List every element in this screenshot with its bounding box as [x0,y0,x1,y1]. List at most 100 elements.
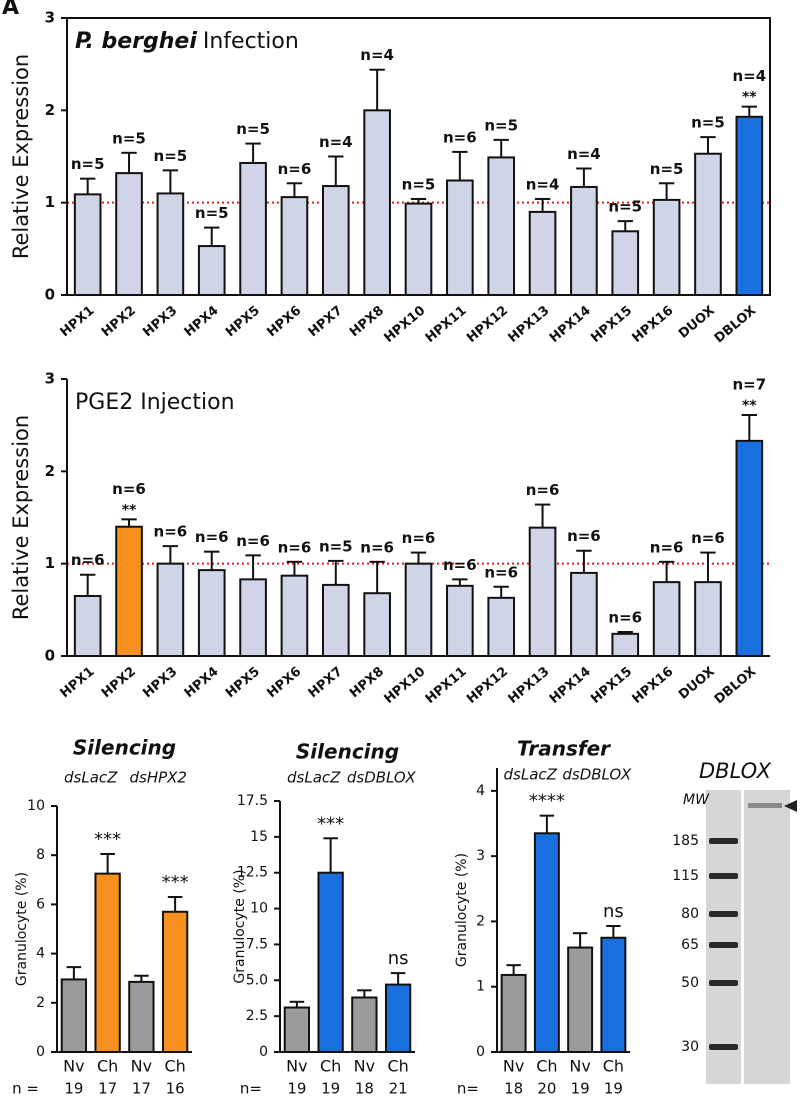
n-count: 19 [571,1080,590,1098]
y-tick-label: 0 [45,286,55,304]
x-tick-label: Nv [503,1057,524,1076]
group-label: dsLacZ [64,769,118,787]
n-count: 17 [98,1080,117,1098]
x-tick-label: Ch [320,1057,341,1076]
y-tick-label: 3 [45,370,55,388]
n-count: 21 [389,1080,408,1098]
x-tick-label: HPX4 [182,664,222,701]
x-tick-label: HPX1 [58,303,98,340]
bar [652,198,681,296]
n-label: n=5 [112,129,146,147]
bar [73,594,102,658]
y-tick-label: 12.5 [237,865,268,881]
group-label: dsDBLOX [347,769,416,787]
n-label: n=6 [526,481,560,499]
x-tick-label: HPX15 [588,664,635,707]
bar [197,245,226,297]
y-tick-label: 6 [36,896,45,912]
ladder-band [709,873,738,879]
significance: *** [162,872,189,893]
n-label: n=6 [402,529,436,547]
x-tick-label: HPX6 [264,664,304,701]
y-tick-label: 2.5 [246,1008,268,1024]
n-row-label: n = [12,1080,39,1098]
y-tick-label: 4 [36,946,45,962]
n-label: n=4 [567,145,601,163]
bar [73,193,102,297]
blot-arrow [784,800,797,812]
x-tick-label: HPX7 [306,303,346,340]
n-label: n=6 [154,523,188,541]
n-label: n=6 [278,160,312,178]
bar [446,584,474,657]
significance: ** [742,90,757,106]
y-tick-label: 0 [45,647,55,665]
x-tick-label: HPX14 [547,664,594,707]
x-tick-label: HPX3 [140,303,180,340]
ladder-label: 50 [681,975,699,991]
bar [60,978,88,1053]
x-tick-label: Nv [286,1057,307,1076]
significance: *** [317,813,344,834]
bar [321,583,350,657]
n-label: n=6 [567,527,601,545]
chart-title-text: PGE2 Injection [75,390,235,415]
x-tick-label: HPX14 [547,303,594,346]
x-tick-label: HPX12 [464,303,511,346]
ladder-label: 65 [681,937,699,953]
blot-title: DBLOX [699,759,772,783]
y-axis-label: Granulocyte (%) [14,872,30,986]
ladder-band [709,980,738,986]
n-count: 20 [537,1080,556,1098]
n-label: n=5 [154,147,188,165]
y-tick-label: 10 [27,798,45,814]
bar [280,574,309,657]
bar [735,115,764,297]
n-label: n=4 [360,46,394,64]
y-tick-label: 7.5 [246,936,268,952]
n-label: n=5 [608,198,642,216]
bar [156,192,185,296]
x-tick-label: HPX13 [506,664,553,707]
bar [115,525,143,657]
chart-title: PGE2 Injection [75,390,235,415]
x-tick-label: HPX10 [382,664,429,707]
y-axis-label: Relative Expression [9,54,33,259]
bar [533,832,560,1053]
y-tick-label: 3 [45,9,55,27]
group-label: dsLacZ [504,766,558,784]
bar [197,569,226,658]
n-count: 19 [604,1080,623,1098]
bar [487,156,516,296]
y-tick-label: 1 [476,979,485,995]
x-tick-label: HPX5 [223,664,263,701]
y-tick-label: 17.5 [237,793,268,809]
x-tick-label: HPX2 [99,303,139,340]
x-tick-label: DBLOX [712,303,759,346]
x-tick-label: Nv [354,1057,375,1076]
y-tick-label: 0 [476,1044,485,1060]
group-label: dsDBLOX [562,766,631,784]
n-label: n=4 [732,67,766,85]
n-label: n=6 [691,529,725,547]
bar [487,596,516,658]
bar [161,910,189,1054]
x-tick-label: HPX6 [264,303,304,340]
bar [239,578,267,658]
n-label: n=5 [236,120,270,138]
n-count: 17 [132,1080,151,1098]
bar [317,871,344,1054]
bar [446,179,474,296]
n-label: n=6 [236,532,270,550]
bar [128,980,155,1054]
bar [239,161,267,296]
x-tick-label: HPX12 [464,664,511,707]
chart-title: Transfer [517,737,611,761]
n-label: n=6 [650,538,684,556]
n-label: n=6 [484,563,518,581]
x-tick-label: DBLOX [712,664,759,707]
y-axis-label: Granulocyte (%) [454,853,470,967]
group-label: dsHPX2 [130,769,187,787]
